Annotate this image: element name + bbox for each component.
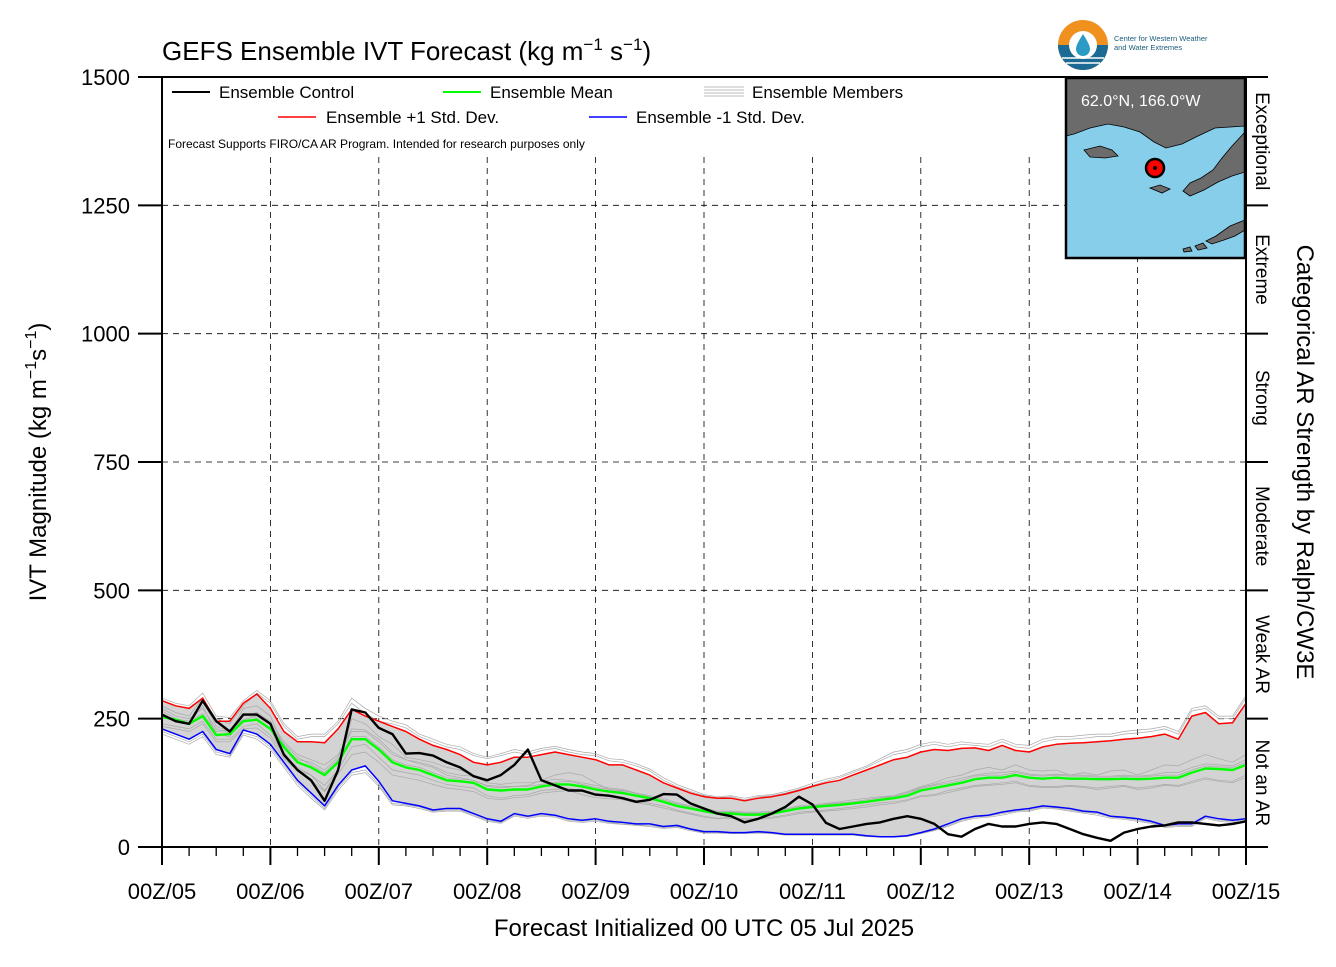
x-tick-label: 00Z/10 <box>670 879 739 904</box>
y2-axis-title: Categorical AR Strength by Ralph/CW3E <box>1291 245 1318 680</box>
cw3e-logo-line1: Center for Western Weather <box>1114 34 1208 43</box>
x-axis: 00Z/05 00Z/06 00Z/07 00Z/08 00Z/09 00Z/10 00Z/… <box>128 847 1281 904</box>
x-tick-label: 00Z/15 <box>1212 879 1281 904</box>
category-label: Exceptional <box>1251 92 1272 190</box>
ensemble-member-line-9 <box>161 689 1247 799</box>
y-tick-label: 250 <box>93 707 130 732</box>
ar-category-axis: Not an AR Weak AR Moderate Strong Extreme Exc… <box>1246 76 1272 848</box>
chart-title: GEFS Ensemble IVT Forecast (kg m−1 s−1) <box>162 35 651 66</box>
y-tick-label: 750 <box>93 450 130 475</box>
std-dev-band-area <box>162 694 1246 837</box>
ensemble-member-line-8 <box>161 723 1247 820</box>
x-tick-label: 00Z/05 <box>128 879 197 904</box>
ensemble-series <box>161 693 1247 842</box>
y-tick-label: 500 <box>93 578 130 603</box>
x-tick-label: 00Z/14 <box>1103 879 1172 904</box>
x-tick-label: 00Z/06 <box>236 879 305 904</box>
y-tick-label: 1250 <box>81 193 130 218</box>
y-axis: 0 250 500 750 1000 1250 1500 <box>81 65 162 860</box>
location-marker-dot <box>1153 166 1157 170</box>
ensemble-member-line-5 <box>161 731 1247 838</box>
x-tick-label: 00Z/12 <box>887 879 956 904</box>
category-label: Not an AR <box>1251 739 1272 826</box>
category-label: Extreme <box>1251 234 1272 305</box>
x-axis-title: Forecast Initialized 00 UTC 05 Jul 2025 <box>494 915 914 942</box>
legend-swatch-members <box>704 86 744 97</box>
legend-label-minus-std: Ensemble -1 Std. Dev. <box>636 108 805 127</box>
x-tick-label: 00Z/07 <box>345 879 414 904</box>
ensemble-member-line-4 <box>161 692 1247 801</box>
inset-land <box>1065 77 1246 253</box>
x-tick-label: 00Z/11 <box>779 879 846 904</box>
inset-map: 62.0°N, 166.0°W <box>1064 76 1247 260</box>
legend: Ensemble Control Ensemble Mean Ensemble … <box>163 78 963 156</box>
inset-frame <box>1064 76 1247 260</box>
inset-location-label: 62.0°N, 166.0°W <box>1081 93 1201 110</box>
category-label: Weak AR <box>1251 615 1272 694</box>
ensemble-member-line-3 <box>161 720 1247 820</box>
x-tick-label: 00Z/08 <box>453 879 522 904</box>
y-tick-label: 0 <box>118 835 130 860</box>
x-tick-label: 00Z/13 <box>995 879 1064 904</box>
category-label: Strong <box>1251 370 1272 426</box>
cw3e-logo: Center for Western Weather and Water Ext… <box>1058 20 1208 70</box>
y-tick-label: 1000 <box>81 322 130 347</box>
ensemble-control-line <box>161 699 1247 842</box>
ensemble-member-line-10 <box>161 733 1247 838</box>
legend-label-members: Ensemble Members <box>752 83 903 102</box>
category-label: Moderate <box>1251 486 1272 566</box>
legend-label-mean: Ensemble Mean <box>490 83 613 102</box>
y-tick-label: 1500 <box>81 65 130 90</box>
x-tick-label: 00Z/09 <box>561 879 630 904</box>
y-axis-title: IVT Magnitude (kg m−1s−1) <box>23 323 52 602</box>
std-dev-band <box>162 694 1246 837</box>
footnote: Forecast Supports FIRO/CA AR Program. In… <box>168 137 585 151</box>
legend-label-plus-std: Ensemble +1 Std. Dev. <box>326 108 499 127</box>
minus-std-dev-line <box>161 728 1247 838</box>
legend-label-control: Ensemble Control <box>219 83 354 102</box>
plus-std-dev-line <box>161 693 1247 802</box>
cw3e-logo-line2: and Water Extremes <box>1114 43 1182 52</box>
cw3e-water-drop-icon <box>1058 20 1108 70</box>
